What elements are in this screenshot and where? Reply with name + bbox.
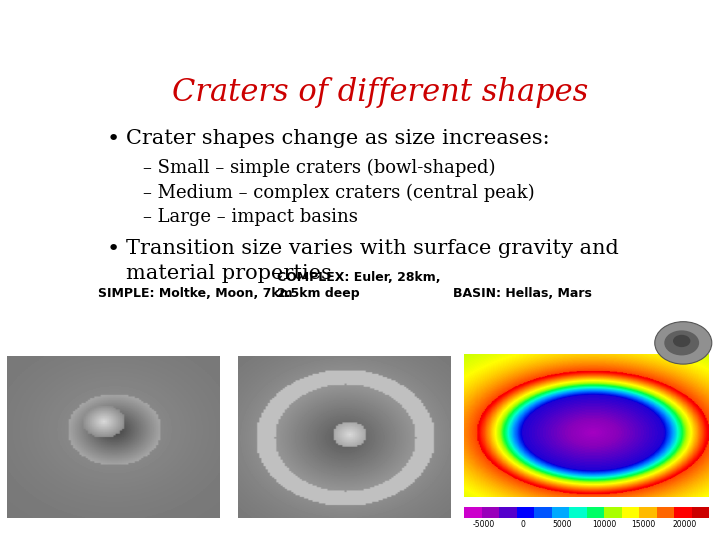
Text: Craters of different shapes: Craters of different shapes: [172, 77, 588, 109]
Text: BASIN: Hellas, Mars: BASIN: Hellas, Mars: [453, 287, 592, 300]
Bar: [534, 507, 552, 518]
Text: •: •: [107, 239, 120, 259]
Text: 0: 0: [521, 520, 526, 529]
Bar: [657, 507, 674, 518]
Bar: [692, 507, 709, 518]
Text: Transition size varies with surface gravity and: Transition size varies with surface grav…: [126, 239, 619, 258]
Text: – Medium – complex craters (central peak): – Medium – complex craters (central peak…: [143, 183, 535, 201]
Bar: [604, 507, 622, 518]
Text: material properties: material properties: [126, 265, 332, 284]
Text: 15000: 15000: [631, 520, 655, 529]
Text: SIMPLE: Moltke, Moon, 7km: SIMPLE: Moltke, Moon, 7km: [99, 287, 293, 300]
Text: -5000: -5000: [473, 520, 495, 529]
Bar: [639, 507, 657, 518]
Bar: [587, 507, 604, 518]
Bar: [482, 507, 500, 518]
Text: COMPLEX: Euler, 28km,
2.5km deep: COMPLEX: Euler, 28km, 2.5km deep: [277, 271, 441, 300]
Text: 10000: 10000: [592, 520, 616, 529]
Text: – Large – impact basins: – Large – impact basins: [143, 208, 358, 226]
Text: – Small – simple craters (bowl-shaped): – Small – simple craters (bowl-shaped): [143, 158, 495, 177]
Ellipse shape: [654, 322, 712, 364]
Text: •: •: [107, 129, 120, 149]
Bar: [552, 507, 570, 518]
Bar: [622, 507, 639, 518]
Bar: [570, 507, 587, 518]
Bar: [500, 507, 517, 518]
Bar: [517, 507, 534, 518]
Ellipse shape: [673, 335, 690, 347]
Ellipse shape: [665, 330, 699, 355]
Bar: [464, 507, 482, 518]
Text: 5000: 5000: [552, 520, 572, 529]
Text: Crater shapes change as size increases:: Crater shapes change as size increases:: [126, 129, 550, 149]
Bar: [674, 507, 692, 518]
Text: 20000: 20000: [672, 520, 697, 529]
